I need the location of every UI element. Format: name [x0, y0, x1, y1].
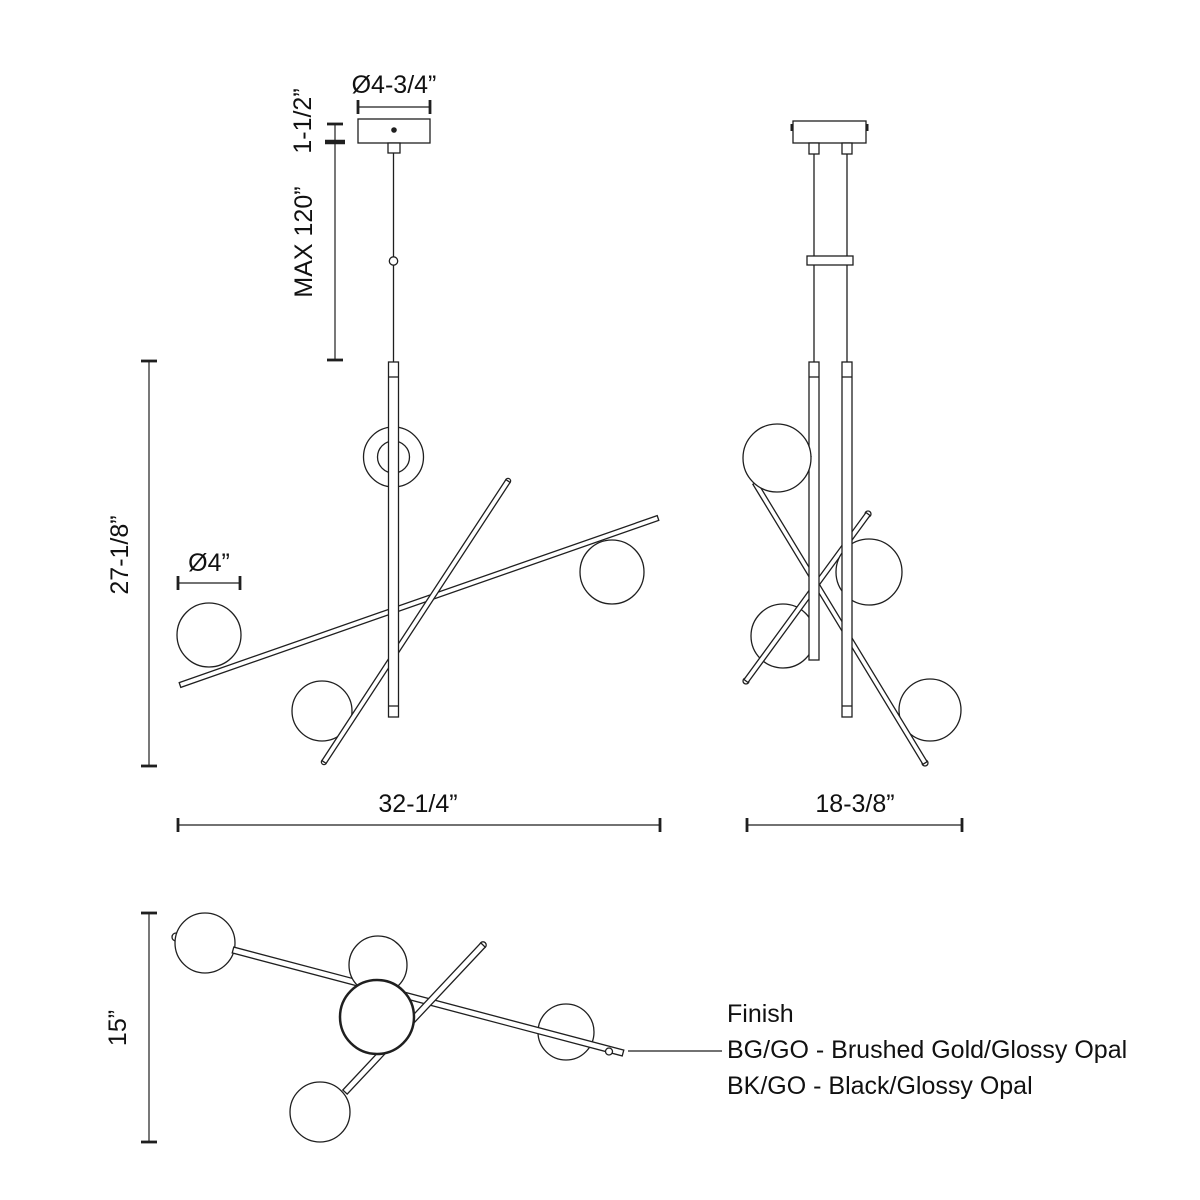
canopy-screw: [866, 124, 869, 131]
front-view: [176, 118, 660, 766]
canopy-diameter-label: Ø4-3/4”: [352, 71, 437, 99]
canopy: [792, 120, 867, 144]
fixture-width-label: 32-1/4”: [378, 790, 457, 818]
globe: [176, 602, 242, 668]
canopy-height-label: 1-1/2”: [289, 88, 317, 153]
globe: [742, 423, 812, 493]
light-rod: [743, 511, 871, 684]
center-globe: [338, 978, 416, 1056]
center-tube: [808, 361, 820, 661]
canopy-connector: [808, 142, 820, 155]
finish-title: Finish: [727, 1000, 794, 1028]
canopy-screw: [391, 127, 397, 133]
stem-crossbar: [806, 255, 854, 266]
globe: [291, 680, 353, 742]
canopy-connector: [841, 142, 853, 155]
top-view: [171, 912, 625, 1143]
globe-diameter-label: Ø4”: [188, 549, 230, 577]
light-rod: [178, 514, 660, 689]
canopy-connector: [387, 142, 401, 154]
finish-note: Finish BG/GO - Brushed Gold/Glossy Opal …: [628, 1000, 1127, 1100]
rod-detail: [604, 1047, 614, 1056]
top-view-depth-label: 15”: [104, 1010, 132, 1046]
dimension-fixture-depth: 18-3/8”: [745, 790, 964, 832]
fixture-depth-label: 18-3/8”: [815, 790, 894, 818]
globe: [579, 539, 645, 605]
side-view: [742, 120, 962, 767]
dimension-canopy-diameter: Ø4-3/4”: [352, 71, 437, 114]
center-tube: [841, 361, 853, 718]
globe: [174, 912, 236, 974]
dimension-canopy-height: 1-1/2” MAX 120”: [289, 88, 345, 362]
globe: [289, 1081, 351, 1143]
max-drop-label: MAX 120”: [290, 186, 318, 297]
globe: [898, 678, 962, 742]
light-rod: [321, 478, 511, 765]
fixture-height-label: 27-1/8”: [106, 515, 134, 594]
finish-option-bg-go: BG/GO - Brushed Gold/Glossy Opal: [727, 1036, 1127, 1064]
dimension-globe-diameter: Ø4”: [176, 549, 242, 590]
finish-option-bk-go: BK/GO - Black/Glossy Opal: [727, 1072, 1033, 1100]
dimension-fixture-width: 32-1/4”: [176, 790, 662, 832]
stem-coupler: [388, 256, 399, 266]
center-tube: [387, 361, 400, 718]
canopy-screw: [790, 124, 793, 131]
dimension-fixture-height: 27-1/8”: [106, 359, 157, 768]
dimension-top-view-depth: 15”: [104, 911, 157, 1144]
